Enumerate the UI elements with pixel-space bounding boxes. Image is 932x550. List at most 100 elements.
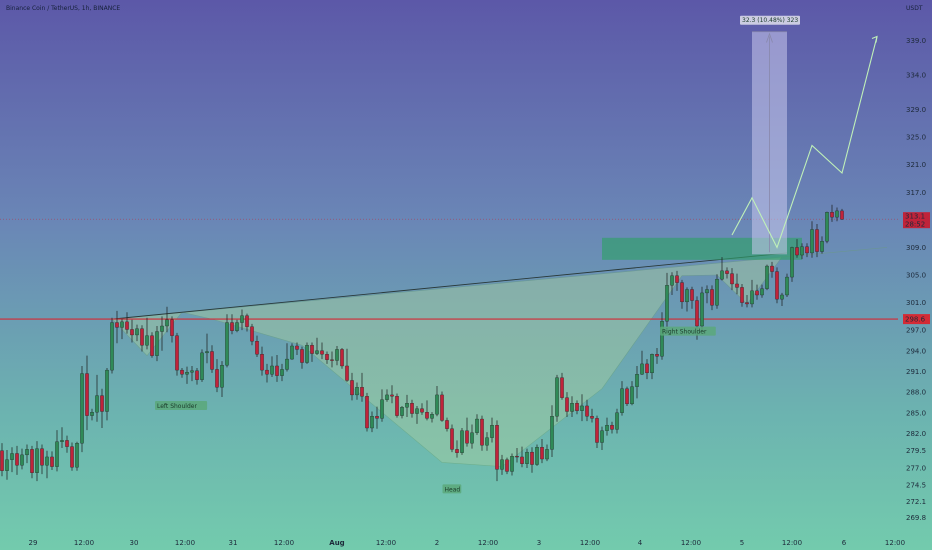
candle-body — [260, 354, 264, 371]
head-label-bg — [442, 484, 462, 494]
candle-body — [670, 275, 674, 286]
candle-body — [585, 405, 589, 417]
candle-body — [230, 322, 234, 331]
candle-body — [355, 387, 359, 396]
candle-body — [615, 412, 619, 430]
candle-body — [310, 345, 314, 354]
candle-body — [190, 370, 194, 373]
candle-body — [5, 459, 9, 471]
candle-body — [10, 453, 14, 460]
candle-body — [360, 387, 364, 397]
candle-body — [295, 345, 299, 350]
candle-body — [30, 449, 34, 473]
price-tick-label: 285.0 — [906, 409, 926, 417]
candle-body — [530, 451, 534, 465]
candle-body — [740, 287, 744, 303]
candle-body — [610, 425, 614, 430]
candle-body — [75, 443, 79, 468]
time-tick-label: 31 — [229, 539, 238, 547]
axes: 339.0 334.0 329.0 325.0 321.0 317.0 313.128:52… — [29, 37, 930, 547]
candle-body — [715, 278, 719, 306]
candle-body — [465, 430, 469, 444]
candle-body — [495, 425, 499, 470]
candle-body — [805, 246, 809, 254]
candle-body — [200, 352, 204, 380]
candle-body — [335, 349, 339, 361]
candle-body — [255, 341, 259, 355]
left-shoulder-label-bg — [155, 401, 208, 411]
candle-body — [500, 459, 504, 470]
candle-body — [555, 377, 559, 417]
candle-body — [275, 365, 279, 376]
candle-body — [350, 380, 354, 396]
candle-body — [100, 395, 104, 412]
candle-body — [635, 374, 639, 387]
candle-body — [795, 247, 799, 256]
candle-body — [270, 365, 274, 375]
candle-body — [565, 397, 569, 412]
candle-body — [695, 300, 699, 327]
candle-body — [340, 349, 344, 367]
support-price-label: 298.6 — [905, 316, 926, 324]
price-tick-label: 297.0 — [906, 327, 926, 335]
left-shoulder-label: Left Shoulder — [157, 403, 197, 410]
candle-body — [375, 416, 379, 419]
candle-body — [820, 241, 824, 252]
currency-label: USDT — [906, 5, 923, 12]
candle-body — [745, 302, 749, 305]
candle-body — [320, 350, 324, 355]
candle-body — [815, 229, 819, 252]
candle-body — [15, 453, 19, 466]
candle-body — [625, 388, 629, 405]
price-tick-label: 317.0 — [906, 189, 926, 197]
candle-body — [630, 386, 634, 405]
candle-body — [730, 273, 734, 285]
candle-body — [210, 351, 214, 370]
price-tick-label: 272.1 — [906, 498, 926, 506]
time-tick-label: 12:00 — [782, 539, 802, 547]
candle-body — [85, 373, 89, 416]
candle-body — [755, 290, 759, 296]
candle-body — [20, 454, 24, 466]
candle-body — [800, 246, 804, 256]
candle-body — [575, 403, 579, 411]
candle-body — [300, 349, 304, 363]
candle-body — [235, 322, 239, 331]
price-tick-label: 325.0 — [906, 134, 926, 142]
time-tick-label: 12:00 — [885, 539, 905, 547]
candle-body — [425, 411, 429, 419]
candle-body — [205, 351, 209, 354]
candle-body — [290, 345, 294, 360]
pattern-overlays: 32.3 (10.48%) 323 — [0, 15, 898, 467]
time-tick-label: 12:00 — [274, 539, 294, 547]
price-tick-label: 274.5 — [906, 482, 926, 490]
candle-body — [180, 369, 184, 375]
candle-body — [250, 326, 254, 342]
candle-body — [665, 285, 669, 322]
candle-body — [440, 394, 444, 421]
candle-body — [460, 430, 464, 453]
current-price-badge — [903, 212, 930, 229]
neckline — [111, 252, 788, 320]
candle-body — [40, 448, 44, 466]
candle-body — [525, 451, 529, 464]
candle-body — [325, 354, 329, 360]
price-tick-label: 291.0 — [906, 368, 926, 376]
candle-body — [835, 210, 839, 218]
candle-body — [415, 408, 419, 414]
projection-arrowhead — [766, 32, 773, 43]
price-tick-label: 277.0 — [906, 464, 926, 472]
candle-body — [240, 315, 244, 323]
candle-body — [35, 448, 39, 473]
candle-body — [550, 416, 554, 450]
time-tick-label: 12:00 — [74, 539, 94, 547]
candle-body — [105, 369, 109, 412]
candle-body — [175, 335, 179, 371]
candle-body — [605, 425, 609, 431]
annotations: Left Shoulder Head Right Shoulder — [155, 326, 716, 494]
time-tick-label: 4 — [638, 539, 643, 547]
time-tick-label: 12:00 — [175, 539, 195, 547]
price-tick-label: 334.0 — [906, 72, 926, 80]
